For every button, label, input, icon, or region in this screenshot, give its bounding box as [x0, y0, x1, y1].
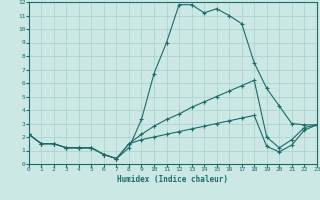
X-axis label: Humidex (Indice chaleur): Humidex (Indice chaleur)	[117, 175, 228, 184]
